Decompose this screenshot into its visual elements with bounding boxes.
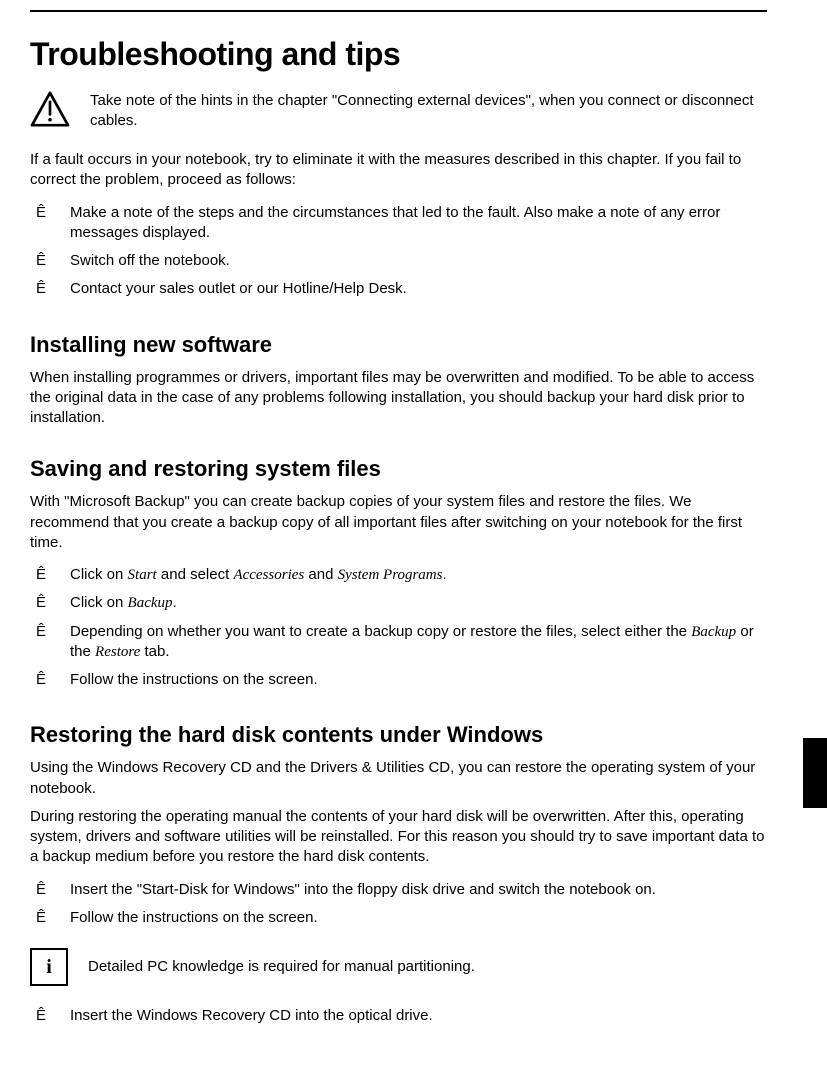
text-run: . <box>173 594 177 611</box>
text-run: Click on <box>70 566 128 583</box>
list-item: Make a note of the steps and the circums… <box>30 199 767 248</box>
list-item: Follow the instructions on the screen. <box>30 904 767 932</box>
text-run: . <box>442 566 446 583</box>
side-tab-marker <box>803 738 827 808</box>
list-item: Follow the instructions on the screen. <box>30 666 767 694</box>
intro-paragraph: If a fault occurs in your notebook, try … <box>30 150 767 191</box>
italic-term: Start <box>128 567 157 583</box>
text-run: Click on <box>70 594 128 611</box>
text-run: and <box>304 566 337 583</box>
warning-icon <box>30 91 70 132</box>
info-icon: i <box>30 948 68 986</box>
body-text: With "Microsoft Backup" you can create b… <box>30 492 767 553</box>
body-text: Using the Windows Recovery CD and the Dr… <box>30 758 767 799</box>
intro-steps-list: Make a note of the steps and the circums… <box>30 199 767 304</box>
list-item: Contact your sales outlet or our Hotline… <box>30 275 767 303</box>
body-text: When installing programmes or drivers, i… <box>30 368 767 429</box>
section-heading: Restoring the hard disk contents under W… <box>30 722 767 748</box>
section-heading: Installing new software <box>30 332 767 358</box>
sec3-steps-a: Insert the "Start-Disk for Windows" into… <box>30 876 767 933</box>
list-item: Click on Start and select Accessories an… <box>30 561 767 589</box>
info-icon-glyph: i <box>30 948 68 986</box>
italic-term: Backup <box>128 595 173 611</box>
text-run: Depending on whether you want to create … <box>70 623 691 640</box>
sec2-steps-list: Click on Start and select Accessories an… <box>30 561 767 694</box>
page-title: Troubleshooting and tips <box>30 36 767 73</box>
text-run: and select <box>157 566 234 583</box>
info-callout: i Detailed PC knowledge is required for … <box>30 948 767 986</box>
top-rule <box>30 10 767 12</box>
warning-callout: Take note of the hints in the chapter "C… <box>30 91 767 132</box>
list-item: Click on Backup. <box>30 589 767 617</box>
section-heading: Saving and restoring system files <box>30 456 767 482</box>
italic-term: Backup <box>691 624 736 640</box>
list-item: Insert the "Start-Disk for Windows" into… <box>30 876 767 904</box>
italic-term: Accessories <box>233 567 304 583</box>
list-item: Depending on whether you want to create … <box>30 618 767 667</box>
italic-term: System Programs <box>338 567 443 583</box>
list-item: Insert the Windows Recovery CD into the … <box>30 1002 767 1030</box>
body-text: During restoring the operating manual th… <box>30 807 767 868</box>
sec3-steps-b: Insert the Windows Recovery CD into the … <box>30 1002 767 1030</box>
text-run: tab. <box>140 643 169 660</box>
italic-term: Restore <box>95 644 140 660</box>
document-page: Troubleshooting and tips Take note of th… <box>0 0 827 1076</box>
list-item: Switch off the notebook. <box>30 247 767 275</box>
warning-text: Take note of the hints in the chapter "C… <box>90 91 767 132</box>
info-text: Detailed PC knowledge is required for ma… <box>88 957 767 977</box>
